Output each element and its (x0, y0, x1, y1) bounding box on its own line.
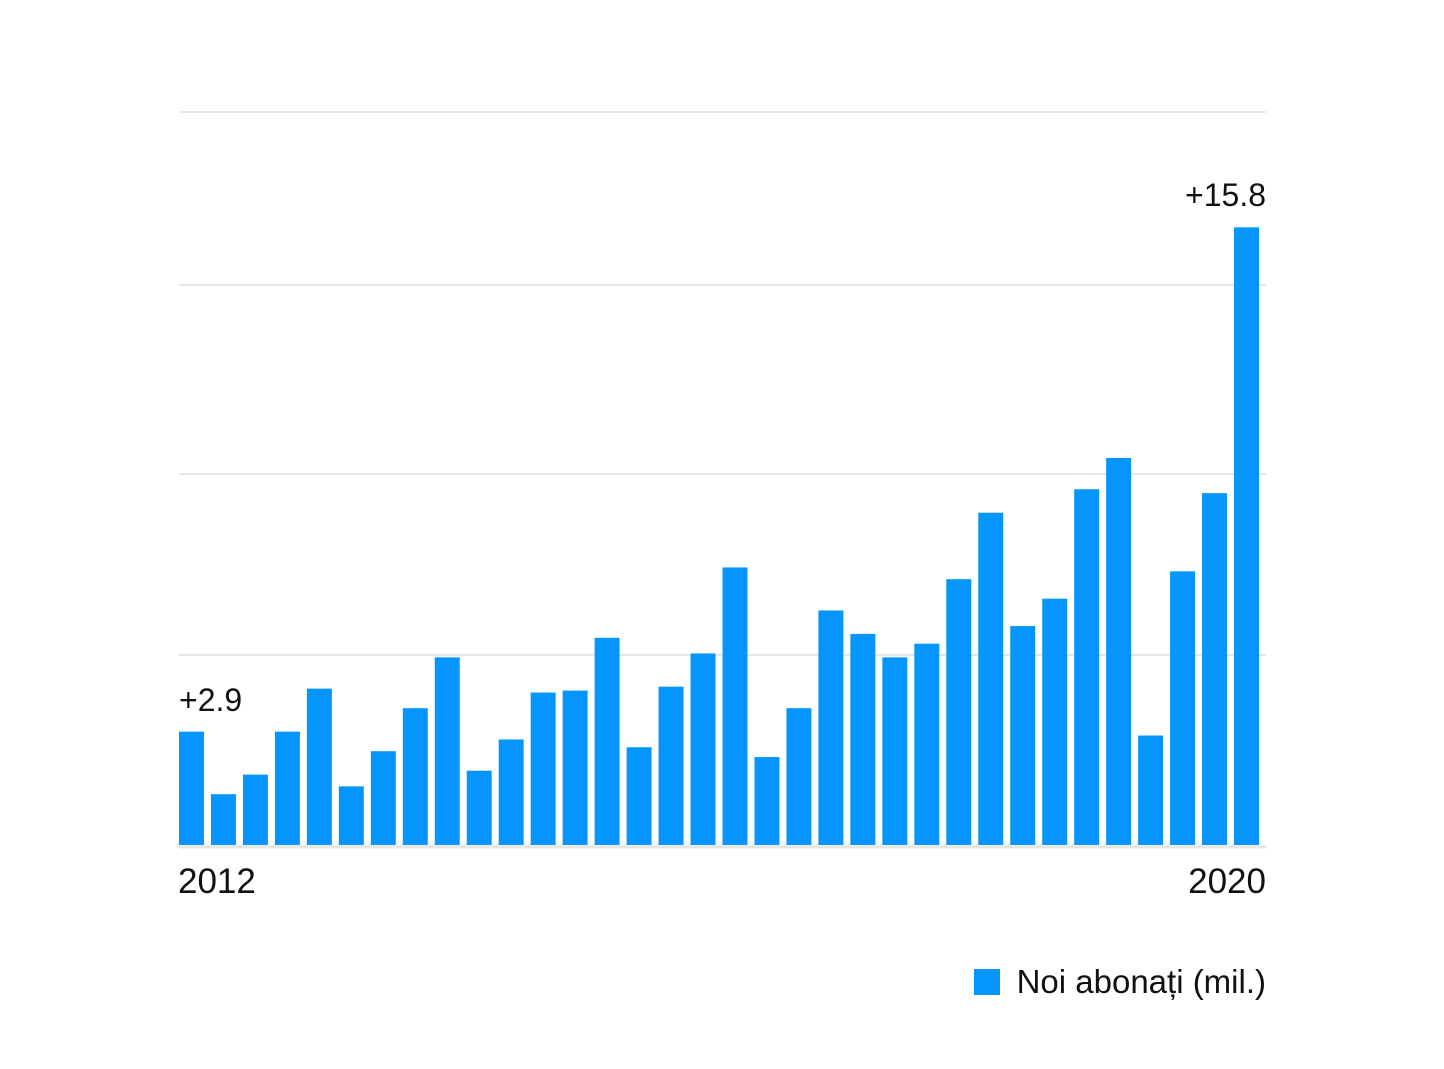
bar-16 (658, 686, 684, 845)
bar-28 (1042, 598, 1068, 845)
bar-7 (370, 751, 396, 845)
bar-17 (690, 653, 716, 845)
bar-13 (562, 690, 588, 845)
bar-6 (338, 786, 364, 845)
bar-33 (1202, 493, 1228, 845)
bar-series (179, 227, 1259, 845)
bar-20 (786, 708, 812, 845)
bar-8 (402, 708, 428, 845)
bar-4 (274, 731, 300, 845)
bar-34 (1234, 227, 1259, 845)
legend: Noi abonați (mil.) (973, 962, 1266, 1002)
legend-label: Noi abonați (mil.) (1016, 963, 1266, 1000)
bar-11 (498, 739, 524, 845)
bar-29 (1074, 489, 1100, 845)
bar-25 (946, 579, 972, 845)
bar-22 (850, 633, 876, 845)
bar-24 (914, 643, 940, 845)
bar-30 (1106, 457, 1132, 845)
data-label-first-bar: +2.9 (179, 681, 243, 718)
bar-21 (818, 610, 844, 845)
bar-9 (434, 657, 460, 845)
bar-14 (594, 637, 620, 845)
legend-swatch (973, 969, 1000, 995)
bar-5 (306, 688, 332, 845)
bar-2 (210, 794, 236, 845)
x-tick-label-2012: 2012 (178, 862, 256, 901)
bar-27 (1010, 626, 1036, 845)
bar-31 (1138, 735, 1164, 845)
bar-3 (242, 774, 268, 845)
data-label-last-bar: +15.8 (1185, 177, 1266, 214)
bar-12 (530, 692, 556, 845)
bar-26 (978, 512, 1004, 845)
bar-1 (179, 731, 204, 845)
bar-10 (466, 770, 492, 845)
bar-19 (754, 757, 780, 845)
bar-18 (722, 567, 748, 845)
bar-32 (1170, 571, 1196, 845)
x-tick-label-2020: 2020 (1188, 862, 1266, 901)
bar-23 (882, 657, 908, 845)
bar-15 (626, 747, 652, 845)
